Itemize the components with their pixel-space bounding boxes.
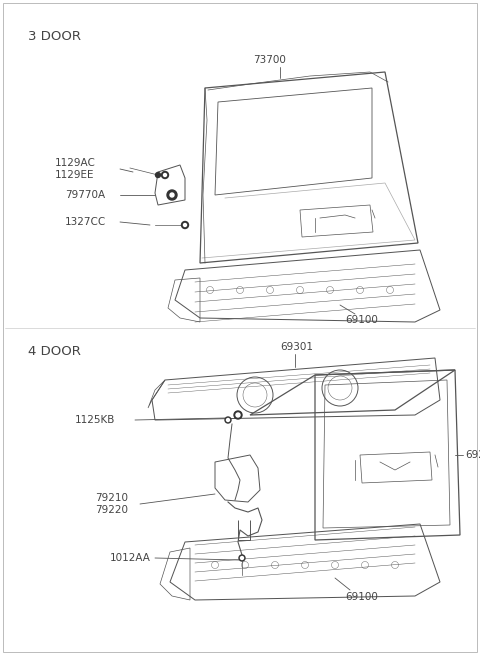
Circle shape (239, 555, 245, 561)
Text: 69100: 69100 (345, 592, 378, 602)
Circle shape (156, 172, 160, 178)
Circle shape (240, 557, 243, 559)
Text: 1129EE: 1129EE (55, 170, 95, 180)
Text: 73700: 73700 (253, 55, 286, 65)
Text: 3 DOOR: 3 DOOR (28, 30, 81, 43)
Text: 1327CC: 1327CC (65, 217, 106, 227)
Text: 79210: 79210 (95, 493, 128, 503)
Circle shape (170, 193, 174, 197)
Text: 69200: 69200 (465, 450, 480, 460)
Circle shape (167, 190, 177, 200)
Circle shape (164, 174, 167, 176)
Circle shape (227, 419, 229, 422)
Circle shape (236, 413, 240, 417)
Circle shape (161, 172, 168, 179)
Circle shape (234, 411, 242, 419)
Text: 79770A: 79770A (65, 190, 105, 200)
Text: 69100: 69100 (345, 315, 378, 325)
Text: 1125KB: 1125KB (75, 415, 115, 425)
Text: 79220: 79220 (95, 505, 128, 515)
Circle shape (181, 221, 189, 229)
Text: 1012AA: 1012AA (110, 553, 151, 563)
Circle shape (183, 223, 187, 227)
Text: 4 DOOR: 4 DOOR (28, 345, 81, 358)
Text: 69301: 69301 (280, 342, 313, 352)
Circle shape (225, 417, 231, 423)
Text: 1129AC: 1129AC (55, 158, 96, 168)
